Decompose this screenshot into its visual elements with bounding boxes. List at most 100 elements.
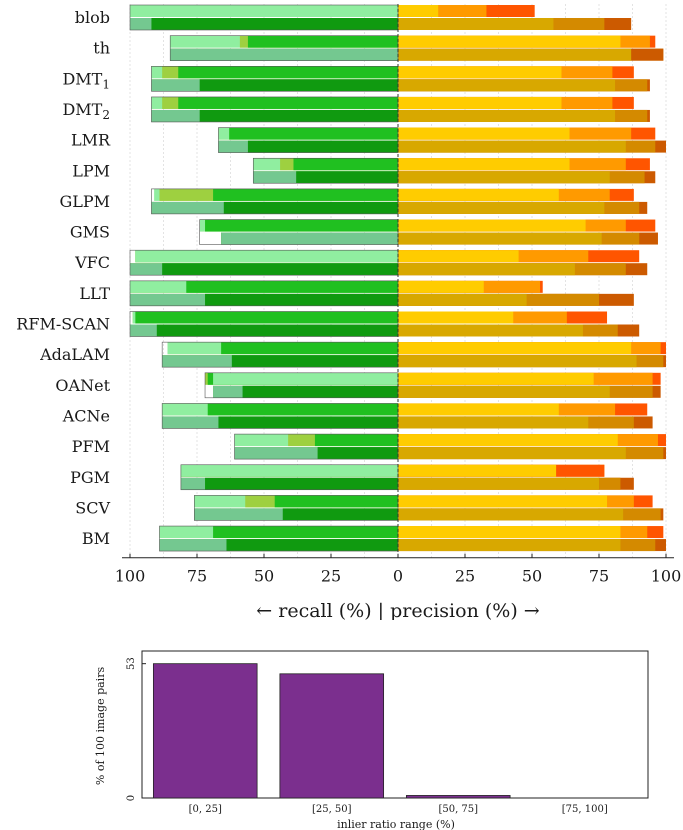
bar-recall-top-2-0 — [178, 66, 398, 79]
bar-recall-bottom-8-0 — [162, 263, 398, 276]
method-label: DMT2 — [62, 100, 110, 122]
bar-recall-bottom-10-0 — [156, 324, 398, 337]
bar-precision-top-6-0 — [398, 188, 559, 201]
bar-precision-bottom-7-0 — [398, 232, 602, 245]
bar-recall-top-11-0 — [221, 342, 398, 355]
method-label: SCV — [75, 498, 110, 517]
chart2-tick-labels: [0, 25] [25, 50] [50, 75] [75, 100] 0 53 — [126, 657, 608, 815]
bar-recall-bottom-2-0 — [199, 79, 398, 92]
bar-precision-bottom-3-0 — [398, 109, 616, 122]
chart1-x-axis-label: ← recall (%) | precision (%) → — [256, 600, 539, 620]
y-tick-label: 0 — [126, 795, 137, 801]
bar-recall-top-7-0 — [205, 219, 398, 232]
bar-recall-bottom-12-0 — [242, 385, 398, 398]
bar-recall-top-12-2 — [213, 372, 398, 385]
bar-precision-top-9-0 — [398, 280, 484, 293]
histogram-bar — [152, 663, 258, 799]
recall-tick-label: 100 — [115, 567, 146, 586]
method-label: PGM — [70, 468, 110, 487]
histogram-bar — [279, 673, 385, 799]
recall-outline-17 — [159, 525, 399, 552]
method-label: LPM — [72, 161, 110, 180]
bar-precision-bottom-8-0 — [398, 263, 575, 276]
bar-precision-bottom-1-0 — [398, 48, 632, 61]
chart2-x-axis-label: inlier ratio range (%) — [337, 818, 455, 830]
bar-recall-top-6-0 — [213, 188, 398, 201]
bar-precision-bottom-10-0 — [398, 324, 583, 337]
bar-precision-top-5-0 — [398, 158, 570, 171]
bar-recall-bottom-6-0 — [223, 201, 398, 214]
chart1-tick-labels: 100 75 50 25 0 25 50 75 100 — [115, 567, 682, 586]
recall-tick-label: 0 — [393, 567, 403, 586]
bar-recall-bottom-16-0 — [282, 508, 398, 521]
precision-tick-label: 50 — [522, 567, 542, 586]
bar-recall-top-13-0 — [207, 403, 398, 416]
chart1-axes — [122, 4, 674, 559]
bar-precision-bottom-14-0 — [398, 447, 626, 460]
recall-tick-label: 50 — [254, 567, 274, 586]
category-tick-label: [50, 75] — [438, 804, 478, 815]
bar-precision-bottom-5-0 — [398, 171, 610, 184]
bar-recall-top-8-2 — [135, 250, 399, 263]
recall-outline-9 — [129, 280, 399, 307]
method-label: VFC — [74, 253, 110, 272]
bar-recall-bottom-3-0 — [199, 109, 398, 122]
bar-recall-top-4-0 — [229, 127, 398, 140]
bar-precision-top-4-0 — [398, 127, 570, 140]
method-label: th — [93, 39, 110, 58]
recall-outline-15 — [180, 464, 399, 491]
chart2-y-axis-label: % of 100 image pairs — [94, 667, 107, 786]
bar-precision-top-11-0 — [398, 342, 632, 355]
bar-recall-bottom-15-0 — [205, 477, 398, 490]
method-label: LMR — [71, 131, 111, 150]
category-tick-label: [75, 100] — [562, 804, 608, 815]
method-label: GMS — [70, 223, 110, 242]
method-label: ACNe — [62, 406, 110, 425]
bar-precision-bottom-6-0 — [398, 201, 605, 214]
bar-recall-top-14-0 — [314, 434, 398, 447]
bar-recall-bottom-14-0 — [317, 447, 398, 460]
method-label: BM — [82, 529, 110, 548]
histogram-bar — [405, 795, 511, 799]
bar-precision-top-8-0 — [398, 250, 519, 263]
bar-recall-bottom-5-0 — [296, 171, 398, 184]
chart1-method-labels: blob th DMT1 DMT2 LMR LPM GLPM GMS VFC LLT RFM-SCA… — [16, 8, 111, 548]
bar-recall-top-17-0 — [213, 526, 398, 539]
bar-precision-bottom-11-0 — [398, 355, 637, 368]
bar-precision-top-2-0 — [398, 66, 562, 79]
bar-precision-top-7-0 — [398, 219, 586, 232]
method-label: GLPM — [59, 192, 110, 211]
method-label: AdaLAM — [39, 345, 110, 364]
bar-recall-top-9-0 — [186, 280, 398, 293]
bar-recall-bottom-7-2 — [221, 232, 398, 245]
method-label: RFM-SCAN — [16, 315, 110, 334]
bar-precision-top-3-0 — [398, 96, 562, 109]
bar-recall-bottom-13-0 — [218, 416, 398, 429]
bar-recall-top-5-0 — [293, 158, 398, 171]
bar-precision-top-12-0 — [398, 372, 594, 385]
recall-outline-16 — [194, 495, 399, 521]
bar-recall-bottom-4-0 — [247, 140, 398, 153]
bar-precision-top-1-0 — [398, 35, 621, 48]
bar-precision-bottom-12-0 — [398, 385, 610, 398]
bar-precision-top-14-0 — [398, 434, 618, 447]
bar-precision-top-10-0 — [398, 311, 514, 324]
bar-precision-top-16-0 — [398, 495, 608, 508]
bar-precision-top-13-0 — [398, 403, 559, 416]
bar-recall-top-15-2 — [180, 464, 398, 477]
bar-precision-top-15-0 — [398, 464, 557, 477]
bar-precision-bottom-0-0 — [398, 18, 554, 30]
bar-recall-top-1-0 — [247, 35, 398, 48]
method-label: blob — [75, 8, 110, 27]
bar-precision-bottom-2-0 — [398, 79, 616, 92]
bar-recall-top-3-0 — [178, 96, 398, 109]
chart1-bars — [129, 4, 666, 552]
recall-outline-7 — [199, 219, 399, 245]
chart2-bars — [152, 663, 511, 799]
bar-recall-top-16-0 — [274, 495, 398, 508]
bar-recall-top-0-2 — [130, 5, 398, 17]
bar-recall-bottom-1-2 — [170, 48, 398, 61]
bar-recall-bottom-0-0 — [151, 18, 398, 30]
bar-precision-bottom-16-0 — [398, 508, 624, 521]
recall-outline-1 — [169, 35, 399, 61]
